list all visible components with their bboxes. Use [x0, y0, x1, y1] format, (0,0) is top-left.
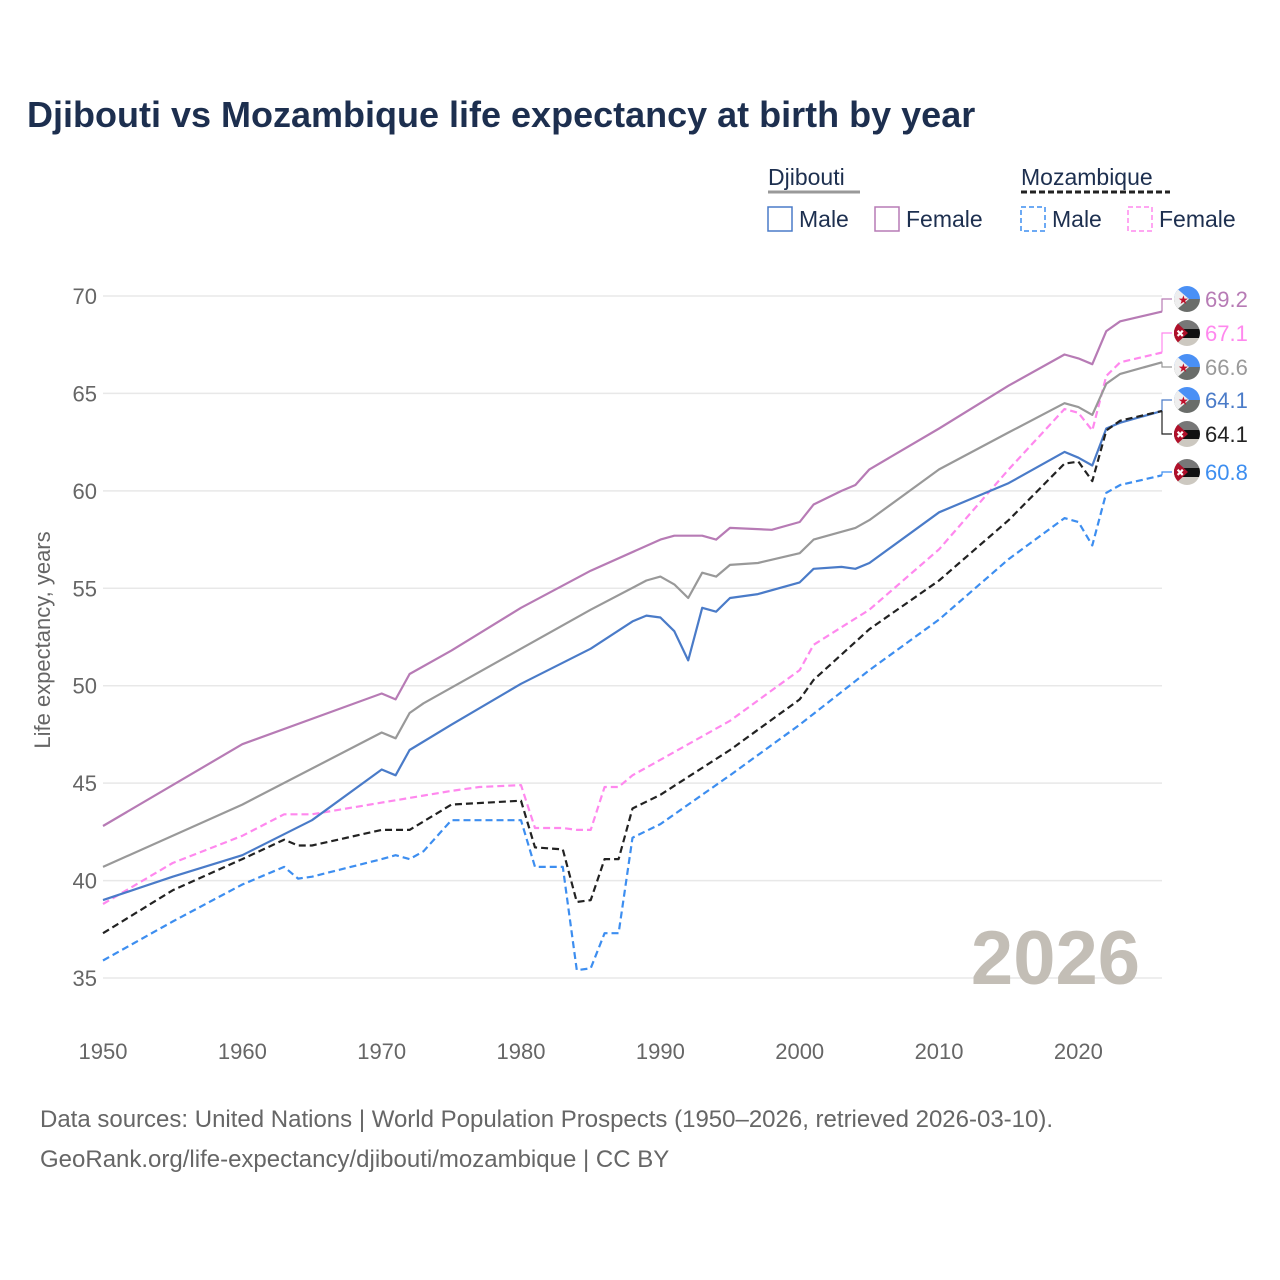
y-tick-label: 70	[73, 284, 97, 309]
end-value-label: 64.1	[1205, 388, 1248, 413]
svg-text:✖: ✖	[1176, 430, 1184, 441]
y-tick-label: 45	[73, 771, 97, 796]
x-tick-label: 2000	[775, 1039, 824, 1064]
y-tick-label: 55	[73, 576, 97, 601]
mozambique-flag-icon: ✖	[1174, 320, 1200, 346]
end-value-label: 60.8	[1205, 460, 1248, 485]
series-line-mozambique-male	[102, 474, 1163, 972]
x-tick-label: 1970	[357, 1039, 406, 1064]
chart-title: Djibouti vs Mozambique life expectancy a…	[27, 94, 976, 135]
series-line-djibouti-male	[102, 409, 1163, 902]
x-tick-label: 2010	[915, 1039, 964, 1064]
end-value-label: 67.1	[1205, 321, 1248, 346]
x-tick-label: 2020	[1054, 1039, 1103, 1064]
series-line-djibouti-total	[102, 361, 1163, 868]
end-value-label: 69.2	[1205, 287, 1248, 312]
legend-swatch[interactable]	[1127, 206, 1153, 232]
djibouti-flag-icon: ★	[1174, 354, 1200, 380]
y-axis-title: Life expectancy, years	[30, 531, 55, 748]
svg-text:★: ★	[1178, 394, 1189, 408]
footer-sources: Data sources: United Nations | World Pop…	[40, 1106, 1054, 1133]
mozambique-flag-icon: ✖	[1174, 421, 1200, 447]
djibouti-flag-icon: ★	[1174, 387, 1200, 413]
legend-group-title: Djibouti	[768, 164, 845, 190]
label-connector	[1161, 332, 1172, 353]
svg-text:✖: ✖	[1176, 329, 1184, 340]
legend-item-label[interactable]: Male	[1052, 206, 1102, 232]
x-tick-label: 1980	[497, 1039, 546, 1064]
legend-item-label[interactable]: Female	[1159, 206, 1236, 232]
djibouti-flag-icon: ★	[1174, 286, 1200, 312]
series-line-mozambique-total	[102, 409, 1163, 935]
legend-group-title: Mozambique	[1021, 164, 1153, 190]
label-connector	[1161, 298, 1172, 312]
legend-swatch[interactable]	[767, 206, 793, 232]
svg-text:★: ★	[1178, 293, 1189, 307]
label-connector	[1161, 471, 1172, 476]
footer-link[interactable]: GeoRank.org/life-expectancy/djibouti/moz…	[40, 1146, 670, 1173]
y-tick-label: 50	[73, 674, 97, 699]
svg-text:★: ★	[1178, 361, 1189, 375]
label-connector	[1161, 362, 1172, 368]
end-value-label: 66.6	[1205, 355, 1248, 380]
x-tick-label: 1960	[218, 1039, 267, 1064]
label-connector	[1161, 410, 1172, 435]
end-value-label: 64.1	[1205, 422, 1248, 447]
y-tick-label: 65	[73, 381, 97, 406]
legend-swatch[interactable]	[1020, 206, 1046, 232]
legend-swatch[interactable]	[874, 206, 900, 232]
y-tick-label: 60	[73, 479, 97, 504]
series-line-mozambique-female	[102, 351, 1163, 905]
label-connector	[1161, 399, 1172, 411]
legend-item-label[interactable]: Male	[799, 206, 849, 232]
y-tick-label: 40	[73, 869, 97, 894]
y-tick-label: 35	[73, 966, 97, 991]
mozambique-flag-icon: ✖	[1174, 459, 1200, 485]
svg-text:✖: ✖	[1176, 468, 1184, 479]
legend-item-label[interactable]: Female	[906, 206, 983, 232]
series-line-djibouti-female	[102, 310, 1163, 827]
x-tick-label: 1990	[636, 1039, 685, 1064]
year-watermark: 2026	[971, 916, 1140, 1001]
x-tick-label: 1950	[79, 1039, 128, 1064]
